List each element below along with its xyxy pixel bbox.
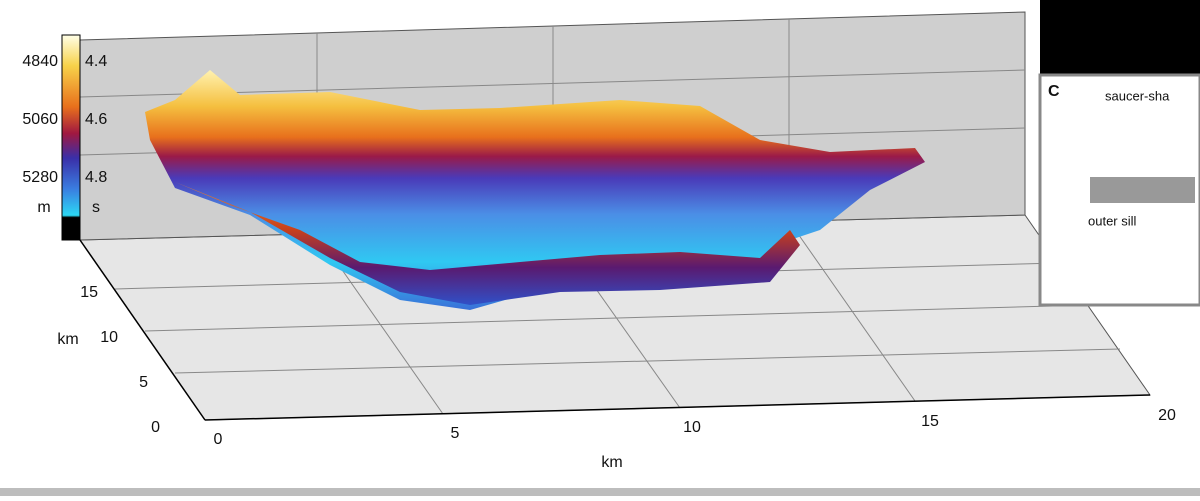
y-tick-label: 0 — [151, 419, 160, 436]
inset-image — [1040, 0, 1200, 75]
inset-sill — [1090, 177, 1195, 203]
inset-caption: saucer-sha — [1105, 88, 1170, 103]
colorbar — [62, 35, 80, 240]
y-tick-label: 5 — [139, 374, 148, 391]
figure: 4840 5060 5280 m 4.4 4.6 4.8 s 0 5 10 15 km 0 5 10 15 20 k… — [0, 0, 1200, 496]
time-unit: s — [92, 199, 100, 216]
x-tick-label: 15 — [921, 413, 939, 430]
inset-label: outer sill — [1088, 213, 1137, 228]
depth-label: 4840 — [22, 53, 58, 70]
y-tick-label: 15 — [80, 284, 98, 301]
x-tick-label: 10 — [683, 419, 701, 436]
x-axis-label: km — [601, 454, 622, 471]
y-axis-label: km — [57, 331, 78, 348]
inset-panel-letter: C — [1048, 83, 1060, 100]
x-tick-label: 20 — [1158, 407, 1176, 424]
time-label: 4.4 — [85, 53, 107, 70]
time-label: 4.8 — [85, 169, 107, 186]
x-tick-label: 0 — [214, 431, 223, 448]
depth-label: 5060 — [22, 111, 58, 128]
page: 4840 5060 5280 m 4.4 4.6 4.8 s 0 5 10 15 km 0 5 10 15 20 k… — [0, 0, 1200, 501]
y-tick-label: 10 — [100, 329, 118, 346]
time-label: 4.6 — [85, 111, 107, 128]
depth-label: 5280 — [22, 169, 58, 186]
bottom-border — [0, 488, 1200, 496]
x-tick-label: 5 — [451, 425, 460, 442]
depth-unit: m — [37, 199, 50, 216]
